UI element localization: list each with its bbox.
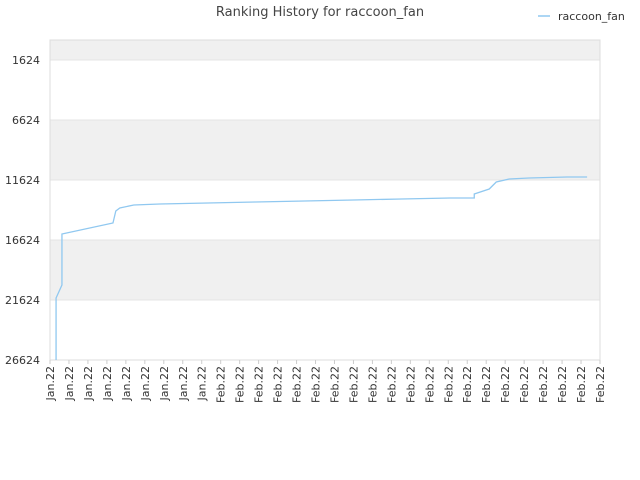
x-tick-label: Jan.22 xyxy=(63,366,76,401)
x-tick-label: Jan.22 xyxy=(177,366,190,401)
x-tick-label: Feb.22 xyxy=(234,366,247,403)
x-tick-label: Jan.22 xyxy=(44,366,57,401)
x-tick-label: Feb.22 xyxy=(310,366,323,403)
x-tick-label: Feb.22 xyxy=(499,366,512,403)
x-tick-label: Jan.22 xyxy=(139,366,152,401)
plot-band xyxy=(50,180,600,241)
x-tick-label: Feb.22 xyxy=(385,366,398,403)
y-tick-label: 1624 xyxy=(12,54,40,67)
x-tick-label: Feb.22 xyxy=(556,366,569,403)
x-tick-label: Feb.22 xyxy=(461,366,474,403)
plot-border xyxy=(49,39,601,361)
plot-band xyxy=(50,40,600,61)
x-tick-label: Feb.22 xyxy=(442,366,455,403)
y-tick-label: 16624 xyxy=(5,234,40,247)
x-tick-label: Feb.22 xyxy=(328,366,341,403)
x-tick-label: Feb.22 xyxy=(575,366,588,403)
line-series xyxy=(55,176,588,360)
x-tick-label: Jan.22 xyxy=(82,366,95,401)
x-tick-label: Jan.22 xyxy=(120,366,133,401)
x-tick-label: Feb.22 xyxy=(291,366,304,403)
chart-title: Ranking History for raccoon_fan xyxy=(216,5,424,20)
plot-band xyxy=(50,240,600,301)
plot-band xyxy=(50,60,600,121)
x-tick-label: Jan.22 xyxy=(196,366,209,401)
plot-band xyxy=(50,120,600,181)
x-tick-label: Feb.22 xyxy=(347,366,360,403)
x-tick-label: Jan.22 xyxy=(101,366,114,401)
x-tick-label: Feb.22 xyxy=(423,366,436,403)
y-tick-label: 11624 xyxy=(5,174,40,187)
legend-label: raccoon_fan xyxy=(558,10,625,23)
x-tick-label: Feb.22 xyxy=(594,366,607,403)
x-tick-label: Feb.22 xyxy=(404,366,417,403)
y-tick-label: 6624 xyxy=(12,114,40,127)
y-tick-label: 26624 xyxy=(5,354,40,367)
x-tick-label: Feb.22 xyxy=(366,366,379,403)
y-tick-label: 21624 xyxy=(5,294,40,307)
x-tick-label: Jan.22 xyxy=(158,366,171,401)
x-tick-label: Feb.22 xyxy=(272,366,285,403)
x-tick-label: Feb.22 xyxy=(253,366,266,403)
plot-band xyxy=(50,300,600,360)
x-tick-label: Feb.22 xyxy=(518,366,531,403)
x-tick-label: Feb.22 xyxy=(480,366,493,403)
x-tick-label: Feb.22 xyxy=(537,366,550,403)
x-tick-label: Feb.22 xyxy=(215,366,228,403)
